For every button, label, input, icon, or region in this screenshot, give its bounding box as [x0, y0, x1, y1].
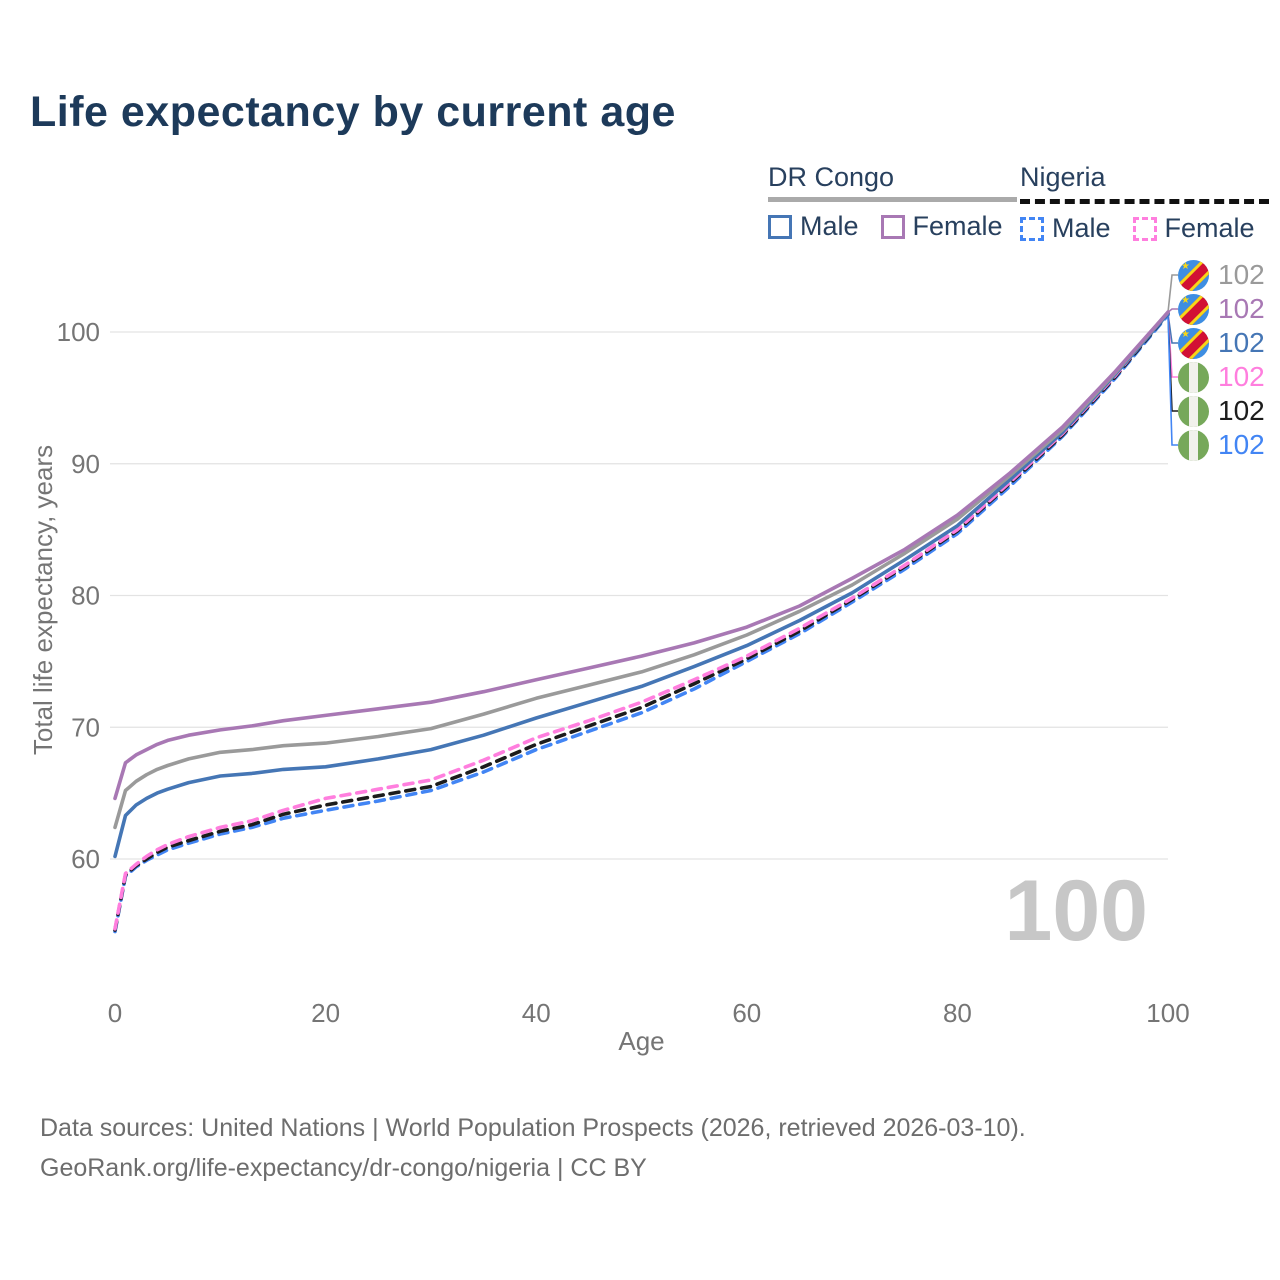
attribution-line: GeoRank.org/life-expectancy/dr-congo/nig… [40, 1154, 647, 1182]
legend-label-drc-female: Female [912, 211, 1003, 241]
end-label-connector [1167, 314, 1178, 446]
end-label-nga-both[interactable]: 102 [1178, 395, 1265, 427]
end-label-drc-female[interactable]: 102 [1178, 293, 1265, 325]
legend-group-nigeria: Nigeria Male Female [1020, 162, 1269, 244]
legend-swatch-drc-female[interactable] [880, 214, 905, 239]
nigeria-flag-icon [1178, 361, 1209, 393]
x-tick-label: 100 [1146, 998, 1189, 1028]
end-label-value: 102 [1218, 429, 1265, 460]
y-tick-label: 60 [71, 844, 100, 874]
nigeria-flag-icon [1178, 395, 1209, 427]
series-line [113, 311, 1170, 932]
y-tick-label: 80 [71, 581, 100, 611]
series-line [113, 310, 1170, 801]
data-sources-line: Data sources: United Nations | World Pop… [40, 1114, 1026, 1142]
page-title: Life expectancy by current age [30, 88, 676, 136]
current-age-watermark: 100 [1004, 863, 1149, 959]
dr-congo-flag-icon [1178, 259, 1209, 291]
y-axis-title: Total life expectancy, years [28, 445, 58, 755]
end-label-value: 102 [1218, 259, 1265, 290]
y-tick-label: 90 [71, 449, 100, 479]
legend-group-dr-congo: DR Congo Male Female [768, 162, 1017, 242]
legend-header-dr-congo[interactable]: DR Congo [768, 162, 1017, 202]
nigeria-flag-icon [1178, 429, 1209, 461]
legend-label-nga-female: Female [1164, 213, 1255, 243]
legend-header-nigeria[interactable]: Nigeria [1020, 162, 1269, 204]
end-label-connector [1167, 274, 1178, 313]
legend-swatch-nga-female[interactable] [1132, 216, 1157, 241]
footer: Data sources: United Nations | World Pop… [40, 1108, 1026, 1188]
legend-label-drc-male: Male [800, 211, 859, 241]
x-axis-title: Age [618, 1026, 664, 1056]
dr-congo-line-style-swatch [768, 197, 1017, 202]
y-tick-label: 100 [57, 317, 100, 347]
x-tick-label: 60 [732, 998, 761, 1028]
nigeria-line-style-swatch [1020, 197, 1269, 204]
series-line [113, 310, 1170, 830]
end-label-drc-male[interactable]: 102 [1178, 327, 1265, 359]
dr-congo-flag-icon [1178, 327, 1209, 359]
x-tick-label: 80 [943, 998, 972, 1028]
legend-label-nga-male: Male [1052, 213, 1111, 243]
legend-group-label: DR Congo [768, 162, 895, 192]
series-line [113, 313, 1170, 934]
y-tick-label: 70 [71, 712, 100, 742]
legend-swatch-drc-male[interactable] [768, 214, 792, 239]
end-label-drc-both[interactable]: 102 [1178, 259, 1265, 291]
legend-swatch-nga-male[interactable] [1020, 216, 1044, 241]
end-label-value: 102 [1218, 395, 1265, 426]
end-label-value: 102 [1218, 293, 1265, 324]
dr-congo-flag-icon [1178, 293, 1209, 325]
series-line [113, 311, 1170, 859]
end-label-value: 102 [1218, 327, 1265, 358]
end-label-nga-female[interactable]: 102 [1178, 361, 1265, 393]
legend-group-label: Nigeria [1020, 162, 1106, 192]
end-label-nga-male[interactable]: 102 [1178, 429, 1265, 461]
x-tick-label: 0 [108, 998, 122, 1028]
series-line [113, 310, 1170, 931]
x-tick-label: 20 [311, 998, 340, 1028]
x-tick-label: 40 [522, 998, 551, 1028]
end-label-value: 102 [1218, 361, 1265, 392]
